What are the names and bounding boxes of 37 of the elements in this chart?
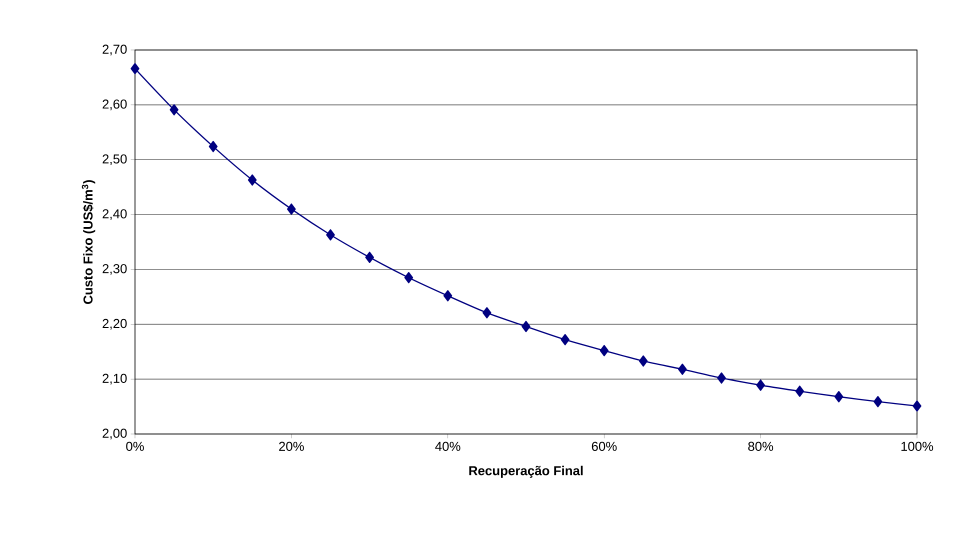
y-tick-label: 2,50 — [102, 154, 127, 166]
point — [756, 380, 766, 391]
point — [834, 391, 844, 402]
x-tick-label: 60% — [592, 442, 617, 451]
y-tick-label: 2,30 — [102, 264, 127, 275]
point — [600, 344, 609, 356]
point — [522, 320, 530, 332]
y-axis-title: Custo Fixo (US$/m$^{3}$) — [82, 180, 96, 304]
point — [326, 229, 335, 241]
point — [365, 252, 374, 264]
point — [482, 307, 492, 318]
point — [560, 334, 570, 346]
point — [717, 372, 726, 384]
x-tick-label: 0% — [126, 442, 144, 451]
x-tick-label: 100% — [901, 442, 934, 451]
y-tick-label: 2,10 — [102, 374, 127, 384]
point — [404, 272, 414, 284]
point — [443, 290, 452, 302]
point — [208, 140, 218, 152]
x-axis-title: Recuperação Final — [469, 466, 583, 478]
point — [912, 400, 922, 412]
point — [678, 364, 687, 375]
point — [874, 396, 882, 408]
point — [130, 63, 140, 74]
y-tick-label: 2,70 — [102, 44, 127, 56]
x-tick-label: 80% — [748, 442, 774, 451]
point — [248, 174, 257, 186]
y-tick-label: 2,00 — [102, 428, 127, 440]
point — [170, 104, 178, 116]
y-tick-label: 2,60 — [102, 100, 127, 110]
x-tick-label: 20% — [279, 442, 304, 451]
x-tick-label: 40% — [435, 442, 460, 451]
point — [795, 386, 804, 397]
y-tick-label: 2,40 — [102, 209, 127, 220]
point — [638, 355, 648, 367]
y-tick-label: 2,20 — [102, 318, 127, 330]
point — [287, 203, 296, 215]
